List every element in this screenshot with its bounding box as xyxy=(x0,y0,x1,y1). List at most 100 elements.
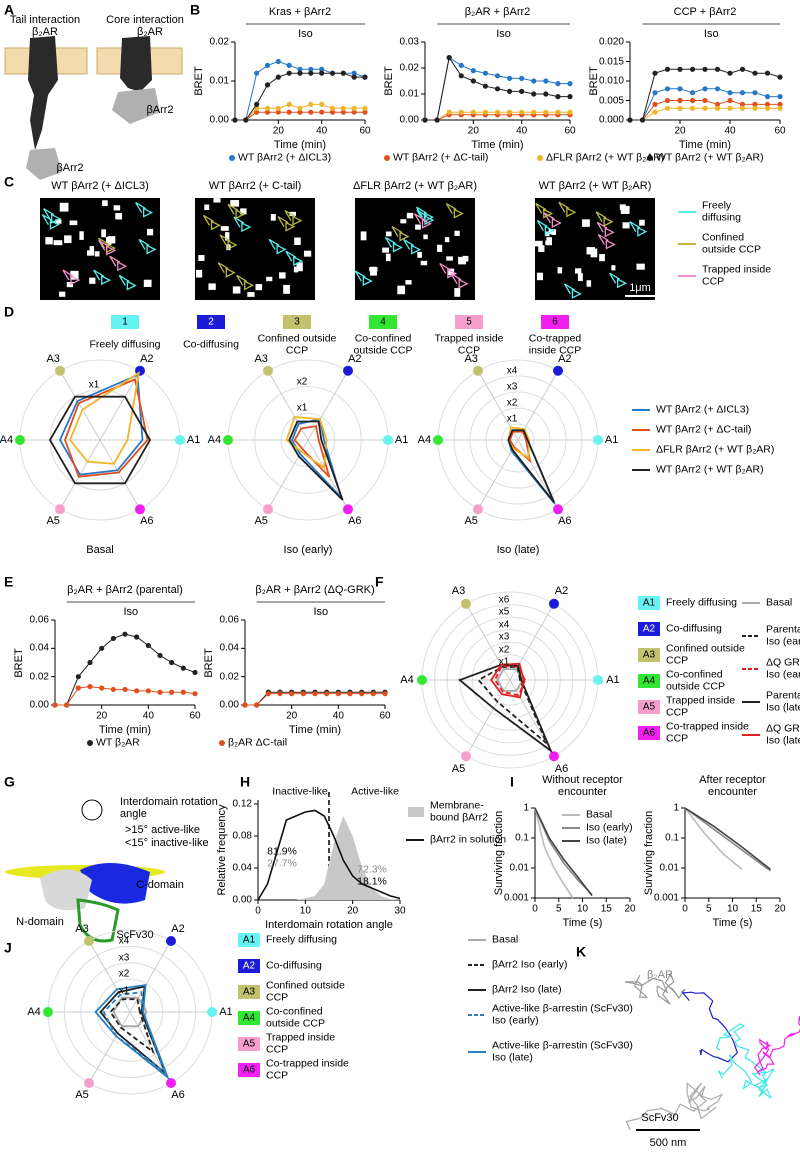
state-code: A2 xyxy=(642,623,656,635)
trajectory xyxy=(403,239,422,255)
trajectory xyxy=(43,208,62,224)
state-code: A4 xyxy=(242,1012,256,1024)
x-tick-label: 20 xyxy=(347,905,359,917)
marker xyxy=(531,109,537,115)
speck xyxy=(360,231,367,241)
radar-axis-label: A6 xyxy=(558,515,572,528)
axis-dot xyxy=(461,598,471,609)
state-name: Co-confined outside CCP xyxy=(266,1005,325,1029)
x-tick-label: 20 xyxy=(674,125,686,137)
y-tick-label: 0.01 xyxy=(399,88,419,100)
illustration-label: N-domain xyxy=(16,916,64,928)
axis-dot xyxy=(593,675,603,685)
marker xyxy=(689,66,696,72)
speck xyxy=(303,250,312,257)
marker xyxy=(677,66,683,72)
speck xyxy=(636,263,645,270)
marker xyxy=(555,81,561,87)
state-swatch xyxy=(638,596,660,610)
speck xyxy=(397,285,406,295)
trajectory xyxy=(415,206,435,223)
marker xyxy=(677,97,683,104)
state-number: 5 xyxy=(466,316,472,328)
marker xyxy=(531,78,537,84)
marker xyxy=(777,105,783,111)
marker xyxy=(677,86,683,92)
marker xyxy=(752,105,758,111)
legend-label: βArr2 Iso (late) xyxy=(492,983,562,996)
image-title: WT βArr2 (+ WT β₂AR) xyxy=(538,180,652,192)
state-swatch xyxy=(638,622,660,636)
marker xyxy=(312,691,318,697)
radar-polygon xyxy=(507,429,556,505)
speck xyxy=(581,219,590,227)
marker xyxy=(727,90,733,96)
marker xyxy=(180,689,186,695)
axis-dot xyxy=(166,1078,176,1089)
legend-label: Iso (late) xyxy=(586,834,627,847)
marker xyxy=(382,691,388,697)
trajectory xyxy=(629,221,648,237)
axis-dot xyxy=(473,504,483,515)
speck xyxy=(545,240,552,245)
marker xyxy=(340,70,346,76)
panel-letter: E xyxy=(4,573,14,590)
marker xyxy=(243,117,249,123)
r-tick-label: x1 xyxy=(506,413,518,425)
state-name: Co-diffusing xyxy=(266,959,322,972)
x-tick-label: 15 xyxy=(750,903,762,915)
speck xyxy=(444,237,450,243)
y-tick-label: 0.04 xyxy=(232,862,252,874)
speck xyxy=(538,245,545,252)
speck xyxy=(385,231,392,237)
panel-letter: D xyxy=(4,303,15,320)
illustration-label: Core interaction xyxy=(106,14,184,26)
chart-title: Without receptor encounter xyxy=(542,774,623,798)
marker xyxy=(286,62,292,68)
radar-axis-label: A1 xyxy=(219,1006,233,1018)
marker xyxy=(652,109,658,115)
radar-polygon xyxy=(288,420,344,501)
y-tick-label: 0.12 xyxy=(232,798,252,810)
marker xyxy=(362,74,368,80)
line xyxy=(257,809,401,901)
legend-label: Freely diffusing xyxy=(702,199,741,223)
radar-polygon xyxy=(507,429,555,503)
legend-label: WT βArr2 (+ ΔICL3) xyxy=(656,403,750,416)
speck xyxy=(406,212,414,219)
chart-title: Kras + βArr2 xyxy=(268,6,332,18)
speck xyxy=(198,255,205,261)
marker xyxy=(351,109,357,115)
x-axis-label: Time (min) xyxy=(471,139,524,151)
marker xyxy=(308,70,314,76)
y-tick-label: 0.02 xyxy=(399,62,419,74)
trajectory xyxy=(268,238,287,255)
legend-label: ΔFLR βArr2 (+ WT β₂AR) xyxy=(656,443,775,456)
radar-axis-label: A4 xyxy=(400,674,414,686)
radar-axis-label: A3 xyxy=(254,352,268,365)
state-code: A5 xyxy=(242,1038,256,1050)
r-tick-label: x1 xyxy=(296,402,308,414)
r-tick-label: x3 xyxy=(118,952,130,964)
radar-spoke xyxy=(465,679,511,757)
marker xyxy=(351,74,357,80)
x-tick-label: 10 xyxy=(576,903,589,915)
legend-label: Iso (early) xyxy=(586,821,633,834)
marker xyxy=(506,88,513,94)
state-name: Trapped inside CCP xyxy=(666,694,736,718)
illustration-label: βArr2 xyxy=(146,104,174,116)
illustration-label: >15° active-like xyxy=(125,824,201,836)
y-tick-label: 1 xyxy=(673,802,679,814)
panel-letter: I xyxy=(510,773,514,790)
marker xyxy=(351,105,357,111)
marker xyxy=(319,109,325,115)
marker xyxy=(519,109,525,115)
annotation: 27.7% xyxy=(267,857,297,870)
x-tick-label: 5 xyxy=(705,903,712,915)
state-swatch xyxy=(541,315,569,329)
y-tick-label: 1 xyxy=(523,802,529,814)
speck xyxy=(247,292,255,297)
area xyxy=(258,816,400,900)
marker xyxy=(458,109,464,115)
marker xyxy=(286,101,292,107)
